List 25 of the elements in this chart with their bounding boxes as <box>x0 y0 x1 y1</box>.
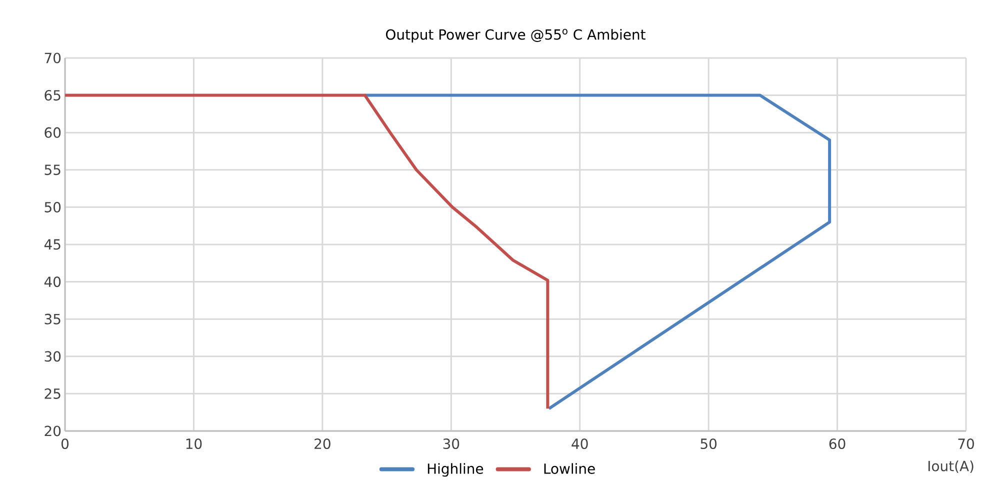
line-series <box>363 94 832 410</box>
y-tick-label: 30 <box>44 351 61 362</box>
legend-label: Lowline <box>544 463 595 474</box>
x-tick-label: 60 <box>829 438 846 450</box>
x-tick-label: 70 <box>958 438 974 450</box>
y-tick-label: 60 <box>44 127 61 138</box>
y-tick-label: 70 <box>44 52 61 64</box>
x-tick-label: 30 <box>443 438 460 450</box>
y-tick-label: 35 <box>44 314 60 324</box>
x-tick-label: 50 <box>700 438 717 450</box>
x-tick-label: 20 <box>314 438 330 450</box>
y-tick-label: 40 <box>44 276 61 288</box>
y-tick-label: 55 <box>44 164 60 176</box>
y-tick-label: 50 <box>44 202 61 212</box>
y-tick-label: 25 <box>44 388 60 399</box>
x-axis-title: Iout(A) <box>928 460 974 473</box>
line-series <box>65 94 550 410</box>
x-tick-label: 10 <box>186 438 202 450</box>
x-tick-label: 40 <box>572 438 588 450</box>
y-tick-label: 45 <box>44 239 60 250</box>
chart-title: Output Power Curve @55$^{o}$ C Ambient <box>386 28 646 42</box>
y-tick-label: 65 <box>44 90 60 101</box>
legend-label: Highline <box>428 463 484 477</box>
x-tick-label: 0 <box>61 438 69 450</box>
y-tick-label: 20 <box>44 426 61 436</box>
